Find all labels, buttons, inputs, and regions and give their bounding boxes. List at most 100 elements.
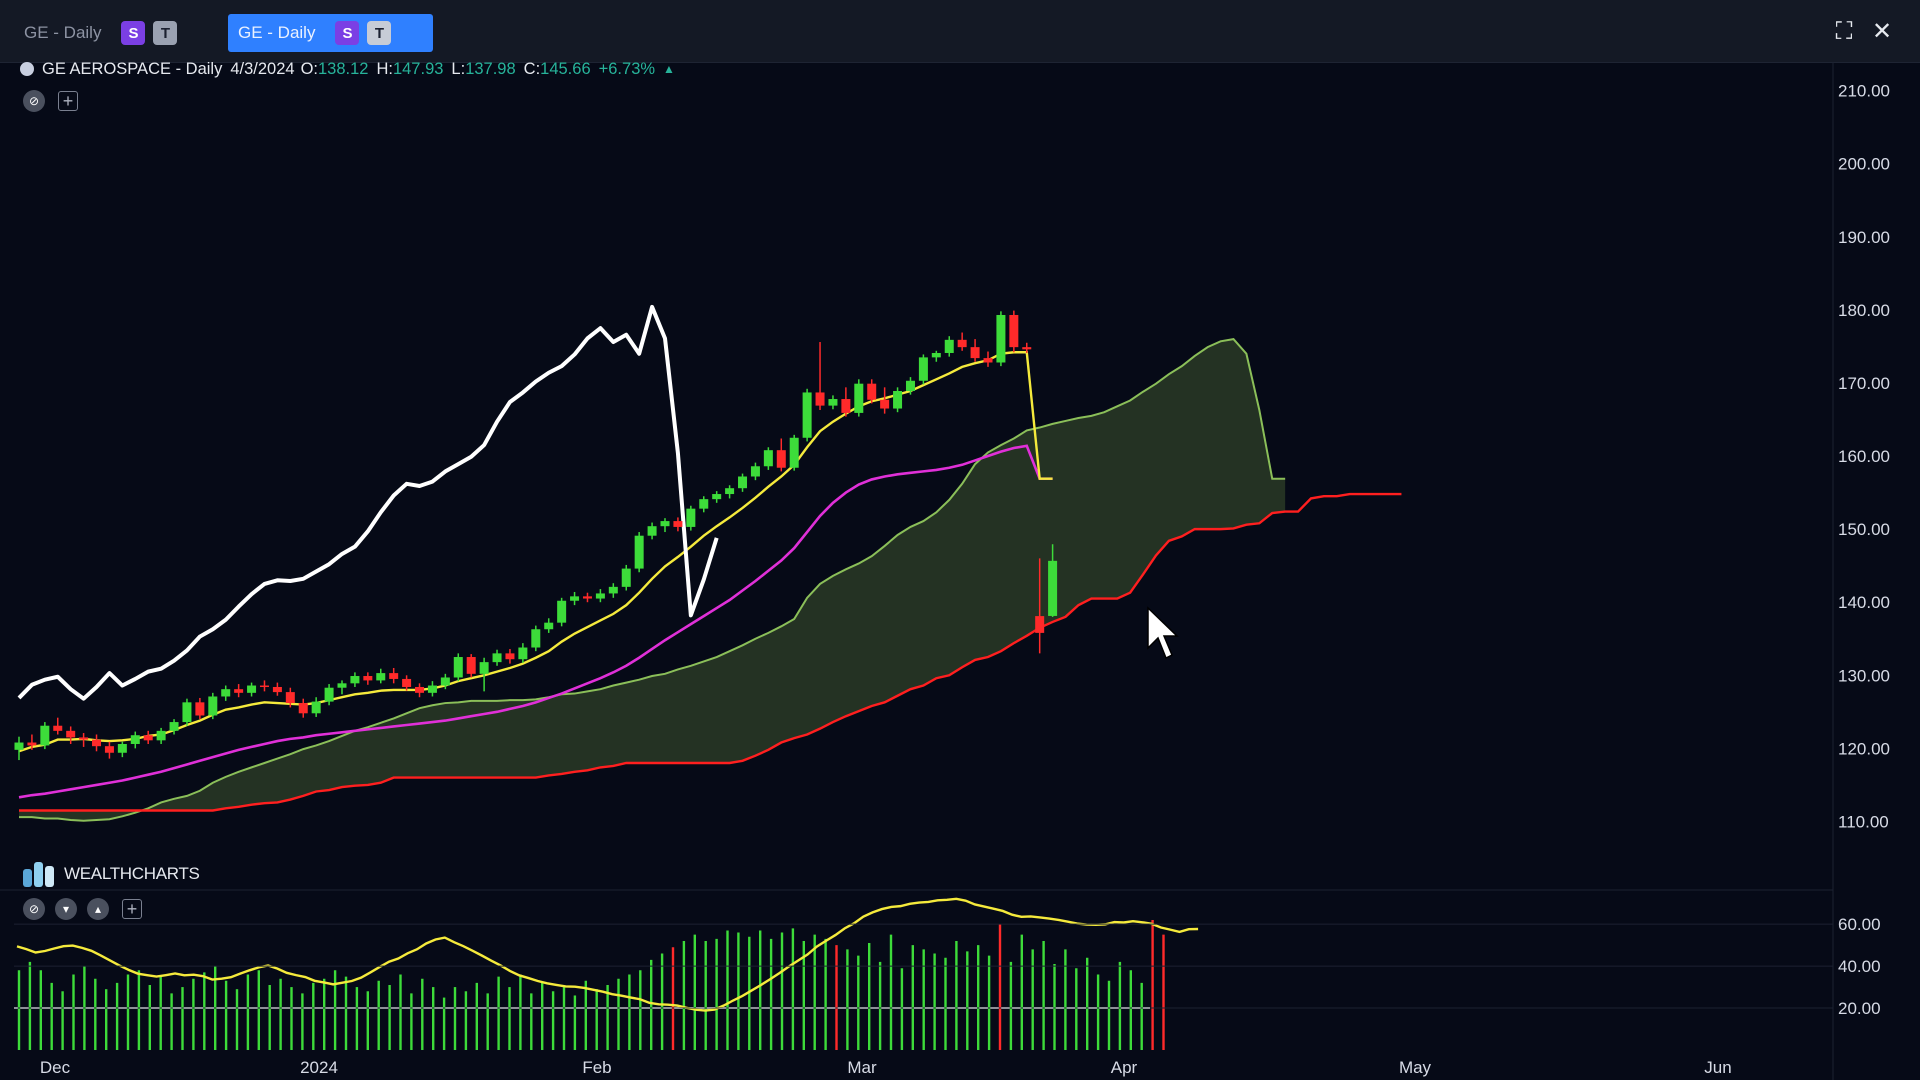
candle	[815, 342, 825, 410]
cloud-span-a	[19, 338, 1286, 822]
move-up-icon[interactable]: ▴	[87, 898, 109, 920]
tab-bar: GE - Daily S T GE - Daily S T ⛶ ✕	[0, 0, 1920, 63]
candle-body	[673, 521, 683, 527]
candle-body	[1022, 347, 1032, 350]
candle	[634, 532, 644, 573]
bar-date: 4/3/2024	[230, 59, 295, 78]
study-badge[interactable]: S	[121, 21, 146, 45]
template-badge[interactable]: T	[367, 21, 392, 45]
candle-body	[337, 683, 347, 688]
candle	[918, 354, 928, 385]
candle-body	[427, 685, 437, 693]
candle	[298, 698, 308, 718]
open-label: O:	[300, 59, 318, 78]
candle	[195, 697, 205, 720]
candle-body	[195, 702, 205, 716]
study-badge[interactable]: S	[335, 21, 360, 45]
candle	[518, 643, 528, 663]
candle	[130, 731, 140, 749]
candle-body	[905, 380, 915, 391]
candle	[221, 685, 231, 701]
date-tick-label: Mar	[847, 1058, 877, 1077]
price-tick-label: 160.00	[1838, 447, 1890, 466]
candle	[738, 473, 748, 492]
candle	[479, 657, 489, 692]
hide-indicator-icon[interactable]: ⊘	[23, 90, 45, 112]
add-indicator-icon[interactable]: +	[58, 91, 78, 111]
candle	[841, 387, 851, 417]
tab-label: GE - Daily	[238, 23, 316, 42]
price-tick-label: 150.00	[1838, 520, 1890, 539]
close-label: C:	[523, 59, 541, 78]
candle	[880, 387, 890, 414]
candle-body	[440, 677, 450, 686]
tab-ge-daily-1[interactable]: GE - Daily S T	[14, 14, 194, 52]
candle	[259, 680, 269, 692]
candle-body	[92, 739, 102, 747]
candle	[673, 517, 683, 532]
template-badge[interactable]: T	[153, 21, 178, 45]
candle-body	[479, 662, 489, 674]
candle	[712, 491, 722, 503]
candle	[595, 589, 605, 603]
candle	[505, 648, 515, 664]
candle	[376, 668, 386, 684]
brand-name: WEALTHCHARTS	[64, 864, 200, 883]
candle	[776, 438, 786, 472]
candle-body	[66, 730, 76, 738]
candle-body	[854, 383, 864, 413]
candle	[272, 682, 282, 696]
tab-ge-daily-2[interactable]: GE - Daily S T	[228, 14, 433, 52]
candle	[389, 667, 399, 684]
candle	[311, 697, 321, 717]
price-tick-label: 210.00	[1838, 82, 1890, 101]
candle	[492, 649, 502, 666]
move-down-icon[interactable]: ▾	[55, 898, 77, 920]
candle-body	[298, 703, 308, 714]
candle	[14, 736, 24, 761]
candle	[647, 522, 657, 540]
candle-body	[182, 702, 192, 723]
candle-body	[595, 593, 605, 599]
add-oscillator-icon[interactable]: +	[122, 899, 142, 919]
low-label: L:	[451, 59, 466, 78]
mouse-cursor-icon	[1147, 606, 1179, 660]
hide-oscillator-icon[interactable]: ⊘	[23, 898, 45, 920]
candle-body	[841, 399, 851, 413]
close-icon[interactable]: ✕	[1871, 18, 1893, 45]
candle	[1022, 342, 1032, 353]
candle-body	[1009, 314, 1019, 348]
candle-body	[996, 314, 1006, 363]
candle-body	[867, 383, 877, 400]
candle-body	[957, 339, 967, 348]
price-tick-label: 180.00	[1838, 301, 1890, 320]
candle-body	[582, 596, 592, 599]
candle	[1048, 544, 1058, 617]
candle	[466, 654, 476, 678]
candle-body	[570, 596, 580, 601]
candle-body	[725, 488, 735, 495]
open-value: 138.12	[317, 59, 369, 78]
candle-body	[247, 685, 257, 693]
close-value: 145.66	[540, 59, 591, 78]
candle	[363, 672, 373, 685]
up-triangle-icon: ▲	[663, 62, 675, 76]
candle	[79, 733, 89, 747]
candle	[828, 395, 838, 410]
maximize-icon[interactable]: ⛶	[1835, 18, 1853, 45]
candle	[143, 730, 153, 744]
candle	[957, 332, 967, 351]
candle-body	[970, 347, 980, 359]
candle-body	[544, 622, 554, 630]
candle	[350, 672, 360, 687]
candle-body	[944, 339, 954, 353]
candle-body	[272, 686, 282, 693]
candle	[1035, 558, 1045, 654]
candle	[40, 722, 50, 750]
candle	[453, 653, 463, 682]
candle	[66, 726, 76, 744]
wealthcharts-logo: WEALTHCHARTS	[22, 858, 200, 890]
candle	[996, 311, 1006, 367]
candle	[582, 592, 592, 603]
